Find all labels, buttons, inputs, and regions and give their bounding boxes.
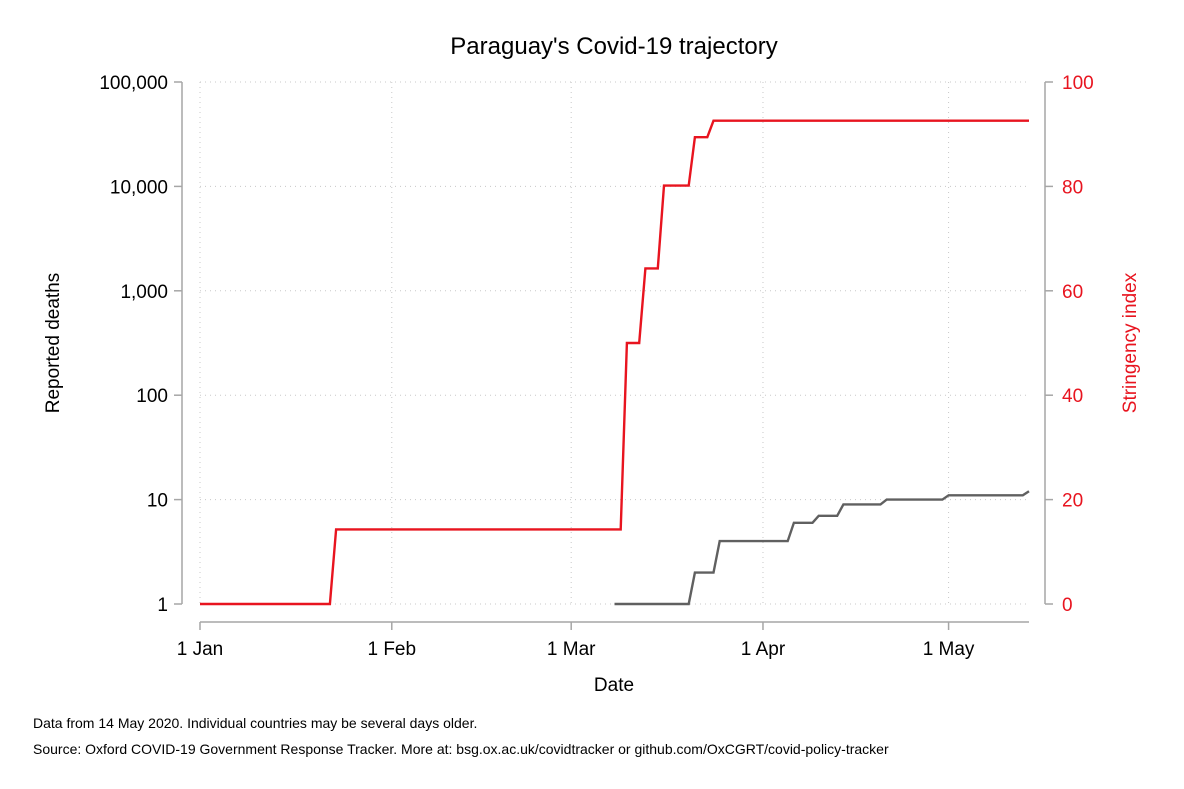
y-axis-label-right: Stringency index	[1120, 272, 1141, 413]
series-group	[200, 119, 1030, 606]
x-axis-label: Date	[594, 675, 634, 696]
source-note: Source: Oxford COVID-19 Government Respo…	[33, 741, 889, 757]
y-tick-label-left: 100,000	[99, 73, 168, 94]
chart-notes: Data from 14 May 2020. Individual countr…	[33, 710, 889, 762]
y-tick-label-left: 10	[147, 491, 168, 512]
y-tick-label-right: 40	[1062, 386, 1083, 407]
y-tick-label-left: 1	[157, 595, 168, 616]
x-tick-label: 1 Jan	[177, 639, 223, 660]
y-tick-label-right: 80	[1062, 177, 1083, 198]
chart-title: Paraguay's Covid-19 trajectory	[450, 33, 777, 60]
reported-deaths-line	[614, 490, 1030, 606]
y-tick-label-right: 100	[1062, 73, 1094, 94]
y-axis-label-left: Reported deaths	[43, 273, 64, 414]
y-tick-label-right: 0	[1062, 595, 1073, 616]
y-tick-label-right: 20	[1062, 491, 1083, 512]
y-tick-label-left: 1,000	[120, 282, 168, 303]
grid	[199, 81, 1029, 605]
x-tick-label: 1 May	[923, 639, 975, 660]
y-tick-label-right: 60	[1062, 282, 1083, 303]
y-tick-label-left: 100	[136, 386, 168, 407]
x-tick-label: 1 Mar	[547, 639, 596, 660]
x-tick-label: 1 Feb	[367, 639, 416, 660]
data-date-note: Data from 14 May 2020. Individual countr…	[33, 715, 478, 731]
y-tick-label-left: 10,000	[110, 177, 168, 198]
stringency-index-line	[200, 119, 1029, 606]
x-tick-label: 1 Apr	[741, 639, 786, 660]
axes: 1 10 100 1,000 10,000 100,000 0 20 40 60 80 100 1 Ja…	[99, 73, 1093, 660]
